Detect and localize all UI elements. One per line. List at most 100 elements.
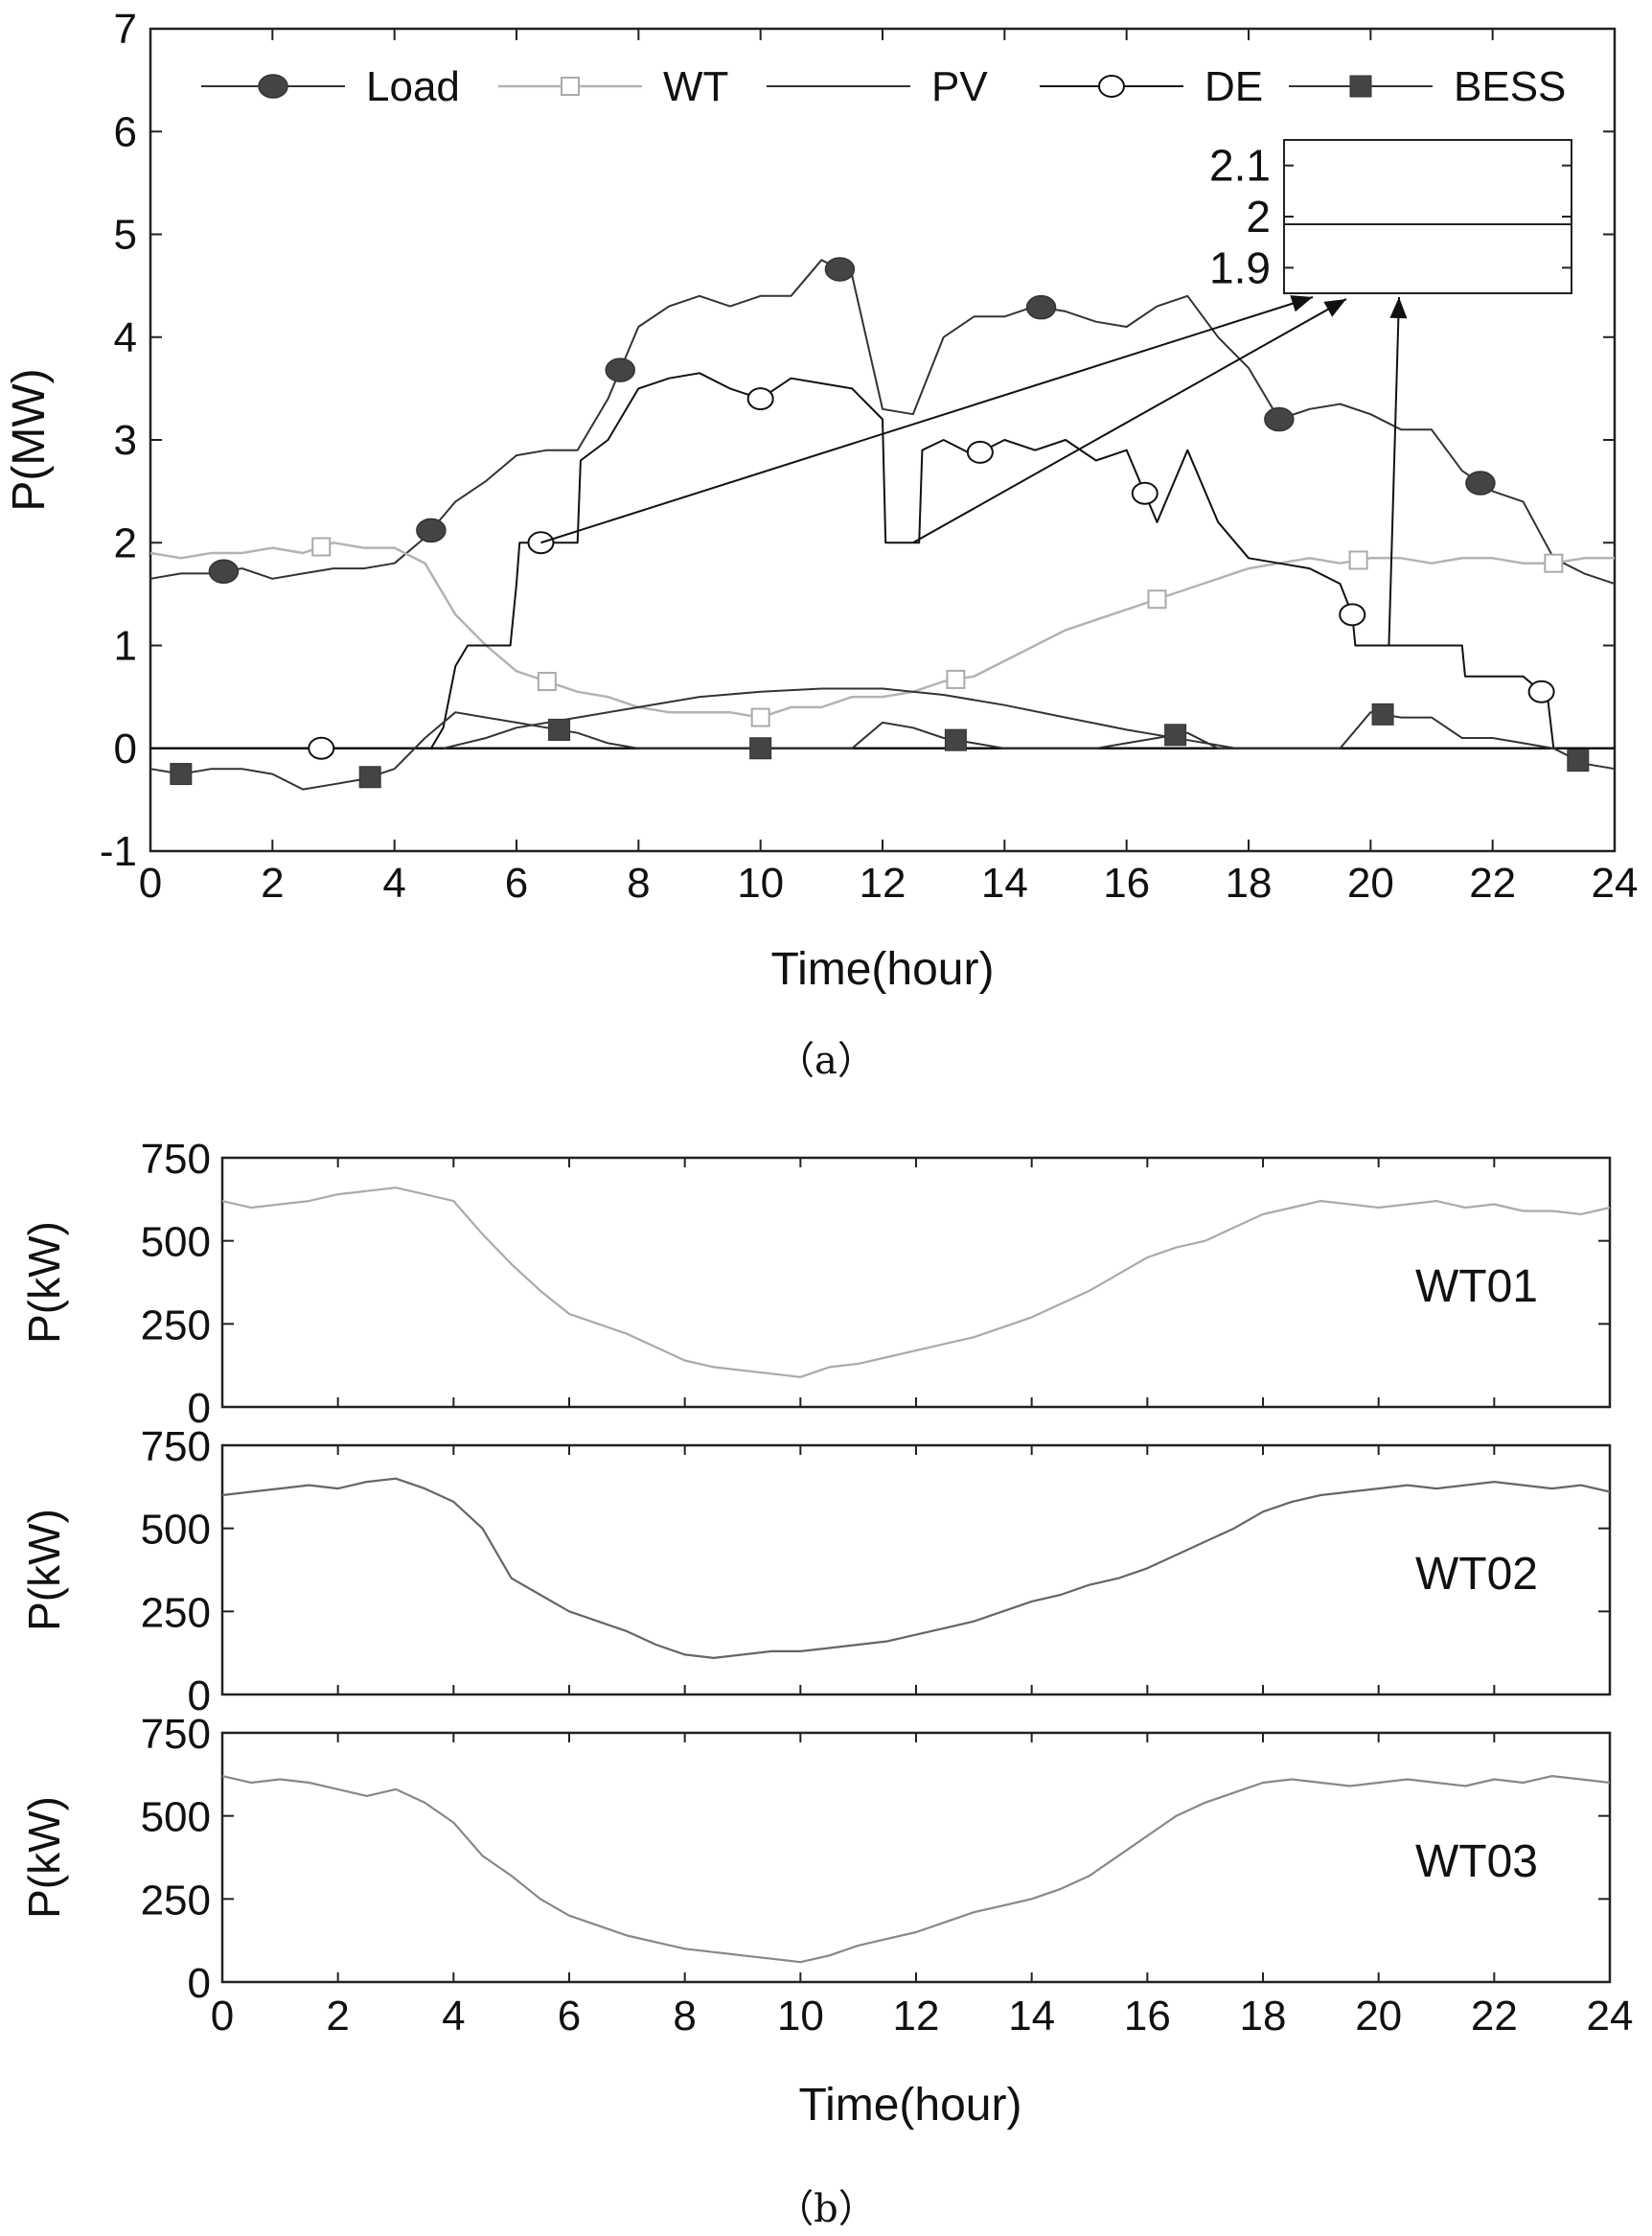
b-xtick-label: 8 [673, 1993, 696, 2040]
b-ytick-label: 250 [141, 1302, 211, 1349]
legend-pv-label: PV [931, 63, 988, 110]
b-xtick-label: 12 [893, 1993, 940, 2040]
legend-bess-label: BESS [1454, 63, 1566, 110]
series-bess-marker [359, 767, 380, 788]
b-ytick-label: 500 [141, 1507, 211, 1554]
a-xtick-label: 12 [860, 860, 906, 907]
series-wt-marker [1545, 555, 1562, 572]
series-wt-marker [312, 539, 330, 556]
series-load-marker [209, 560, 238, 583]
chart-b: 0250500750WT01P(kW)0250500750WT02P(kW)02… [19, 1136, 1633, 2231]
subplot-frame [222, 1445, 1610, 1694]
a-ytick-label: 2 [114, 519, 137, 566]
series-wt-marker [1350, 551, 1367, 568]
series-load-marker [606, 358, 634, 381]
legend-wt-label: WT [663, 63, 728, 110]
series-bess-marker [1372, 703, 1393, 725]
series-bess-marker [1568, 750, 1589, 772]
b-ytick-label: 750 [141, 1136, 211, 1183]
b-ytick-label: 500 [141, 1219, 211, 1266]
series-bess-marker [945, 729, 966, 750]
b-ylabel: P(kW) [19, 1509, 69, 1631]
legend-load-label: Load [366, 63, 460, 110]
series-de-marker [1529, 681, 1554, 703]
a-xtick-label: 14 [981, 860, 1028, 907]
series-load-marker [1027, 296, 1056, 319]
b-xtick-label: 22 [1471, 1993, 1518, 2040]
a-ytick-label: 6 [114, 108, 137, 155]
subplot-frame [222, 1733, 1610, 1982]
a-xtick-label: 0 [139, 860, 162, 907]
b-xtick-label: 10 [777, 1993, 824, 2040]
series-wt-marker [1149, 590, 1166, 608]
series-bess-marker [1165, 725, 1186, 746]
series-load-marker [417, 519, 446, 542]
a-xtick-label: 16 [1103, 860, 1150, 907]
b-panels: 0250500750WT01P(kW)0250500750WT02P(kW)02… [19, 1136, 1633, 2040]
b-ytick-label: 500 [141, 1794, 211, 1841]
series-wt-marker [752, 709, 769, 726]
legend-wt-marker [562, 78, 579, 95]
a-ytick-label: 3 [114, 417, 137, 464]
inset-tick-label: 1.9 [1209, 242, 1271, 292]
a-ylabel: P(MW) [4, 368, 55, 511]
series-wt02-label: WT02 [1415, 1549, 1538, 1600]
inset-tick-label: 2 [1246, 192, 1271, 242]
b-xtick-label: 0 [211, 1993, 234, 2040]
a-ytick-label: 7 [114, 6, 137, 53]
a-xlabel: Time(hour) [771, 944, 995, 995]
series-load-marker [1466, 472, 1495, 495]
a-xtick-label: 22 [1469, 860, 1516, 907]
series-wt03-label: WT03 [1415, 1836, 1538, 1887]
subplot-wt03: 0 250 500 750 WT03 P(kW) [19, 1711, 1610, 2007]
legend-de-label: DE [1205, 63, 1263, 110]
b-panel-label: （b） [775, 2187, 877, 2231]
b-xtick-label: 24 [1587, 1993, 1634, 2040]
series-de-marker [748, 388, 773, 409]
b-ytick-label: 750 [141, 1423, 211, 1470]
b-xtick-label: 4 [442, 1993, 465, 2040]
a-ytick-label: 1 [114, 623, 137, 670]
series-load-marker [1265, 408, 1294, 431]
legend-de-marker [1099, 76, 1124, 97]
b-xlabel: Time(hour) [799, 2080, 1022, 2131]
a-ytick-label: 5 [114, 212, 137, 259]
series-wt-marker [539, 673, 556, 690]
b-ytick-label: 750 [141, 1711, 211, 1758]
subplot-wt02: 0250500750WT02P(kW) [19, 1423, 1610, 1719]
a-xtick-label: 8 [627, 860, 650, 907]
series-load-marker [825, 258, 854, 281]
b-xtick-label: 18 [1240, 1993, 1287, 2040]
b-ytick-label: 250 [141, 1877, 211, 1924]
b-xtick-label: 2 [326, 1993, 349, 2040]
a-xtick-label: 10 [737, 860, 784, 907]
inset-tick-label: 2.1 [1209, 141, 1271, 191]
chart-a: 024681012141618202224-101234567 1.922.1 … [4, 6, 1638, 1083]
a-panel-label: （a） [776, 1039, 876, 1083]
b-xtick-label: 16 [1124, 1993, 1171, 2040]
a-ytick-label: 4 [114, 314, 137, 361]
a-xtick-label: 24 [1592, 860, 1639, 907]
series-de-marker [1133, 483, 1158, 504]
series-de-marker [309, 738, 333, 759]
series-bess-marker [750, 738, 771, 759]
b-xtick-label: 20 [1355, 1993, 1402, 2040]
series-bess-marker [171, 764, 192, 785]
b-ylabel: P(kW) [19, 1796, 69, 1919]
legend-load-marker [259, 75, 287, 98]
series-wt-marker [947, 671, 964, 688]
a-ytick-label: 0 [114, 726, 137, 772]
series-de-marker [968, 442, 993, 463]
series-de-marker [1340, 604, 1365, 625]
b-ytick-label: 0 [188, 1960, 211, 2007]
b-xtick-label: 6 [558, 1993, 581, 2040]
a-xtick-label: 20 [1347, 860, 1394, 907]
inset: 1.922.1 [1209, 140, 1572, 293]
subplot-wt01: 0250500750WT01P(kW) [19, 1136, 1610, 1432]
series-wt01-label: WT01 [1415, 1261, 1538, 1312]
b-ytick-label: 250 [141, 1589, 211, 1636]
b-ylabel: P(kW) [19, 1221, 69, 1344]
legend-bess-marker [1350, 76, 1371, 97]
a-xtick-label: 6 [505, 860, 528, 907]
